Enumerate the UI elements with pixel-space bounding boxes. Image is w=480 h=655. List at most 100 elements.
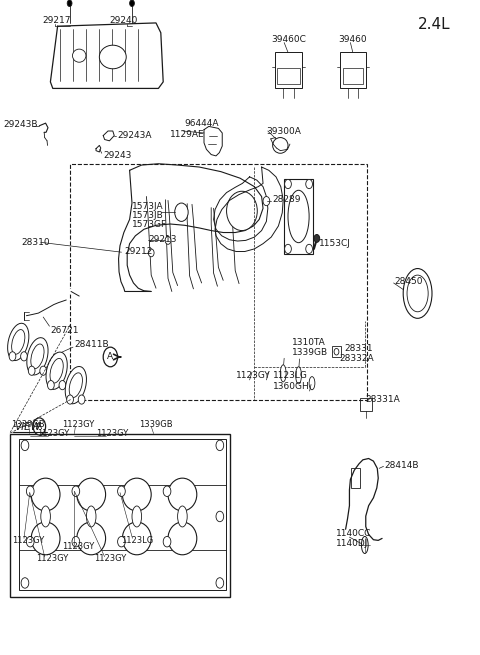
Ellipse shape bbox=[227, 191, 257, 231]
Text: 26721: 26721 bbox=[50, 326, 79, 335]
Ellipse shape bbox=[77, 478, 106, 511]
Ellipse shape bbox=[288, 191, 309, 243]
Text: 1123GY: 1123GY bbox=[12, 536, 44, 545]
Text: 1123GY: 1123GY bbox=[62, 542, 95, 552]
Circle shape bbox=[67, 395, 73, 404]
Ellipse shape bbox=[31, 522, 60, 555]
Bar bbox=[284, 179, 313, 254]
Circle shape bbox=[48, 381, 54, 390]
Ellipse shape bbox=[99, 45, 126, 69]
Circle shape bbox=[21, 578, 29, 588]
Circle shape bbox=[118, 486, 125, 496]
Text: 1360GH: 1360GH bbox=[273, 382, 310, 391]
Circle shape bbox=[285, 244, 291, 253]
Text: 29243B: 29243B bbox=[4, 120, 38, 129]
Ellipse shape bbox=[132, 506, 142, 527]
Text: 28331A: 28331A bbox=[366, 395, 400, 404]
Text: 1153CJ: 1153CJ bbox=[319, 239, 351, 248]
Text: 29213: 29213 bbox=[149, 234, 177, 244]
Text: 2.4L: 2.4L bbox=[418, 18, 450, 32]
Text: 1140DJ: 1140DJ bbox=[336, 539, 368, 548]
Ellipse shape bbox=[31, 478, 60, 511]
Text: 39300A: 39300A bbox=[266, 126, 301, 136]
Circle shape bbox=[216, 578, 224, 588]
Circle shape bbox=[263, 196, 270, 206]
Text: 28411B: 28411B bbox=[74, 340, 109, 349]
Circle shape bbox=[163, 486, 171, 496]
Ellipse shape bbox=[86, 506, 96, 527]
Ellipse shape bbox=[122, 522, 151, 555]
Circle shape bbox=[72, 486, 80, 496]
Circle shape bbox=[28, 366, 35, 375]
Circle shape bbox=[148, 249, 154, 257]
Circle shape bbox=[40, 366, 47, 375]
Ellipse shape bbox=[403, 269, 432, 318]
Ellipse shape bbox=[46, 352, 67, 389]
Ellipse shape bbox=[72, 49, 86, 62]
Text: 1123GY: 1123GY bbox=[62, 420, 95, 429]
Circle shape bbox=[175, 203, 188, 221]
Circle shape bbox=[118, 536, 125, 547]
Circle shape bbox=[9, 352, 16, 361]
Text: 1339GB: 1339GB bbox=[11, 420, 45, 429]
Ellipse shape bbox=[273, 138, 288, 153]
Text: 1123LG: 1123LG bbox=[273, 371, 308, 381]
Text: 29212: 29212 bbox=[125, 247, 153, 256]
Bar bbox=[351, 468, 360, 488]
Text: 1310TA: 1310TA bbox=[292, 338, 325, 347]
Text: 29243A: 29243A bbox=[118, 131, 152, 140]
Circle shape bbox=[163, 536, 171, 547]
Text: 1140CC: 1140CC bbox=[336, 529, 372, 538]
Ellipse shape bbox=[69, 373, 83, 398]
Ellipse shape bbox=[168, 478, 197, 511]
Circle shape bbox=[33, 418, 46, 435]
Text: 1123LG: 1123LG bbox=[121, 536, 154, 545]
Text: 28450: 28450 bbox=[395, 277, 423, 286]
Ellipse shape bbox=[12, 329, 25, 354]
Text: 1123GY: 1123GY bbox=[96, 429, 128, 438]
Circle shape bbox=[103, 347, 118, 367]
Ellipse shape bbox=[178, 506, 187, 527]
Ellipse shape bbox=[122, 478, 151, 511]
Circle shape bbox=[26, 486, 34, 496]
Circle shape bbox=[314, 234, 320, 242]
Ellipse shape bbox=[361, 536, 368, 553]
Circle shape bbox=[334, 348, 339, 355]
Ellipse shape bbox=[296, 367, 301, 384]
Bar bbox=[277, 68, 300, 84]
Text: 1573JB: 1573JB bbox=[132, 211, 164, 220]
Text: 1339GB: 1339GB bbox=[292, 348, 328, 357]
Text: 1123GY: 1123GY bbox=[94, 553, 126, 563]
Circle shape bbox=[26, 536, 34, 547]
Text: VIEW: VIEW bbox=[14, 422, 41, 432]
Text: 1123GY: 1123GY bbox=[36, 553, 68, 563]
Ellipse shape bbox=[65, 367, 86, 403]
Circle shape bbox=[165, 236, 171, 244]
Circle shape bbox=[130, 0, 134, 7]
Bar bbox=[275, 52, 302, 88]
Text: 1573GF: 1573GF bbox=[132, 220, 167, 229]
Ellipse shape bbox=[31, 344, 44, 369]
Ellipse shape bbox=[27, 338, 48, 375]
Circle shape bbox=[78, 395, 85, 404]
Circle shape bbox=[21, 440, 29, 451]
Circle shape bbox=[216, 511, 224, 521]
Text: 28331: 28331 bbox=[345, 344, 373, 353]
Ellipse shape bbox=[50, 358, 63, 383]
Bar bbox=[332, 346, 341, 357]
Ellipse shape bbox=[280, 365, 286, 382]
Text: 28332A: 28332A bbox=[340, 354, 374, 363]
Circle shape bbox=[285, 179, 291, 189]
Bar bbox=[340, 52, 366, 88]
Bar bbox=[360, 398, 372, 411]
Text: 1123GY: 1123GY bbox=[37, 429, 70, 438]
Ellipse shape bbox=[309, 377, 315, 390]
Ellipse shape bbox=[407, 275, 428, 312]
Ellipse shape bbox=[8, 324, 29, 360]
Circle shape bbox=[59, 381, 66, 390]
Text: 28289: 28289 bbox=[273, 195, 301, 204]
Text: A: A bbox=[36, 422, 42, 431]
Text: 29243: 29243 bbox=[103, 151, 132, 160]
Text: 96444A: 96444A bbox=[185, 119, 219, 128]
Circle shape bbox=[216, 440, 224, 451]
